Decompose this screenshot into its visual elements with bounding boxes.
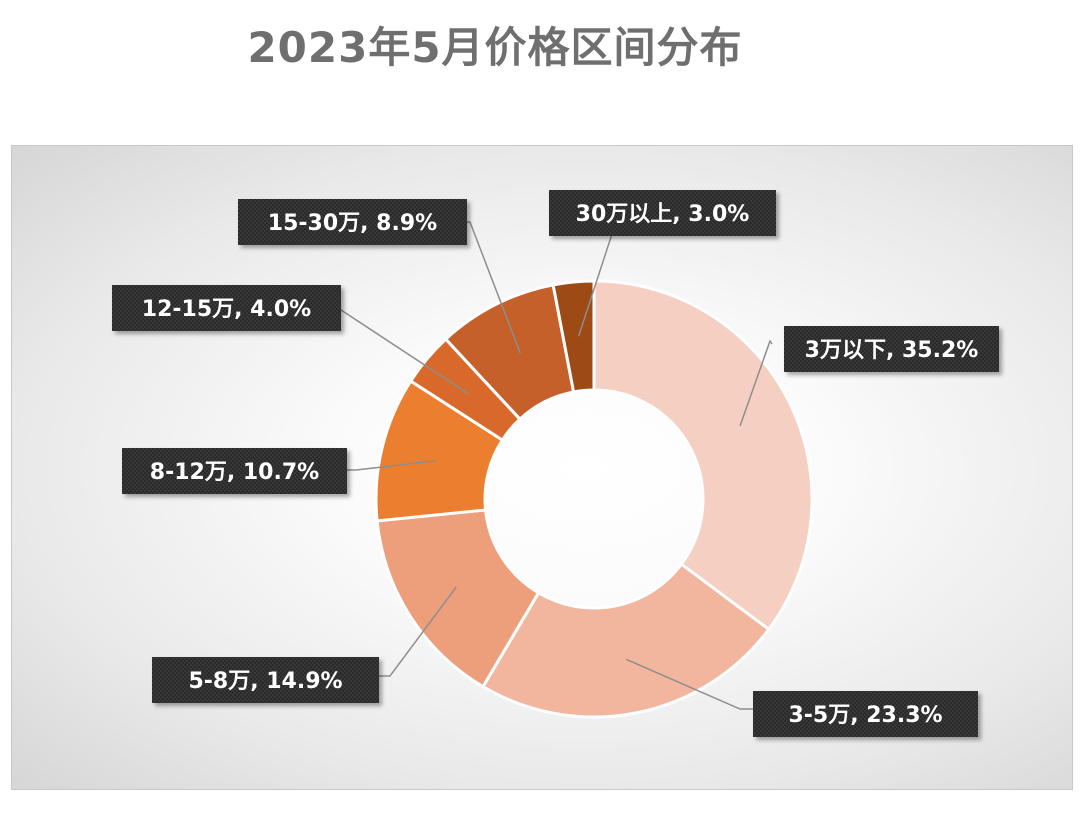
donut-slice	[592, 279, 814, 632]
data-label: 15-30万, 8.9%	[238, 199, 467, 245]
data-label: 8-12万, 10.7%	[122, 448, 347, 494]
data-label-box	[112, 285, 341, 331]
leader-line	[379, 586, 457, 677]
chart-area: 3万以下, 35.2% 3-5万, 23.3% 5-8万, 14.9% 8-12万, …	[11, 145, 1073, 790]
data-label-text: 5-8万, 14.9%	[188, 669, 342, 694]
data-label-text: 15-30万, 8.9%	[268, 211, 437, 236]
data-label: 3-5万, 23.3%	[753, 691, 978, 737]
data-label-text: 8-12万, 10.7%	[150, 460, 319, 485]
data-label-text: 3万以下, 35.2%	[805, 338, 979, 363]
data-label: 12-15万, 4.0%	[112, 285, 341, 331]
donut-slice	[375, 508, 541, 689]
data-label-box	[238, 199, 467, 245]
data-label: 30万以上, 3.0%	[549, 190, 776, 236]
data-label: 3万以下, 35.2%	[784, 326, 999, 372]
data-label-box	[122, 448, 347, 494]
data-label-text: 3-5万, 23.3%	[788, 703, 942, 728]
data-label-box	[784, 326, 999, 372]
leader-line	[625, 658, 753, 710]
data-label-box	[152, 657, 379, 703]
donut-slice	[480, 562, 771, 719]
donut-chart: 3万以下, 35.2% 3-5万, 23.3% 5-8万, 14.9% 8-12万, …	[112, 190, 999, 737]
data-label-box	[753, 691, 978, 737]
leader-line	[739, 339, 773, 426]
data-label-box	[549, 190, 776, 236]
donut-slice	[551, 279, 596, 394]
leader-line	[467, 221, 521, 354]
data-label-text: 30万以上, 3.0%	[576, 202, 750, 227]
data-label: 5-8万, 14.9%	[152, 657, 379, 703]
chart-title: 2023年5月价格区间分布	[247, 23, 743, 72]
leader-line	[347, 460, 436, 471]
data-label-text: 12-15万, 4.0%	[142, 297, 311, 322]
